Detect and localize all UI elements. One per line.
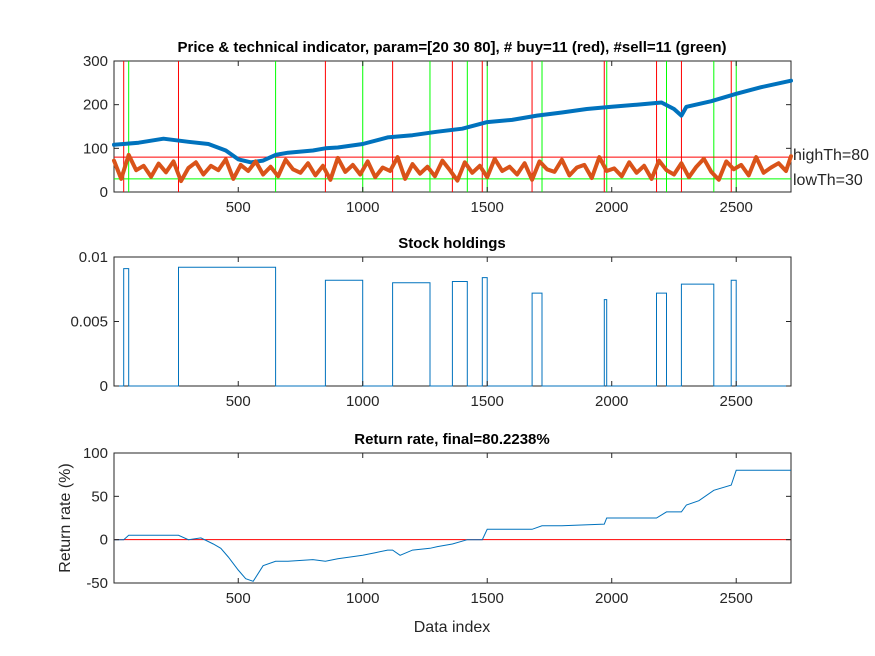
return-rate-ticks: 500 1000 1500 2000 2500 -50 0 50 100	[83, 445, 791, 607]
y-tick-label: 0	[100, 378, 108, 395]
stock-holdings-series	[114, 266, 791, 387]
price-indicator-title: Price & technical indicator, param=[20 3…	[177, 39, 726, 56]
x-tick-label: 1000	[346, 393, 379, 410]
x-tick-label: 2500	[720, 393, 753, 410]
y-tick-label: 50	[91, 488, 108, 505]
high-threshold-label: highTh=80	[793, 147, 869, 164]
return-rate-title: Return rate, final=80.2238%	[354, 431, 550, 448]
return-rate-plot-area	[113, 452, 792, 584]
y-tick-label: 200	[83, 97, 108, 114]
y-tick-label: 0.005	[70, 314, 108, 331]
stock-holdings-axes: 500 1000 1500 2000 2500 0 0.005 0.01 Stock hold…	[70, 235, 792, 410]
x-tick-label: 2000	[595, 590, 628, 607]
price-series-line	[112, 78, 793, 165]
price-indicator-axes: 500 1000 1500 2000 2500 0 100 200 300 Price & te…	[83, 39, 869, 216]
x-tick-label: 1500	[471, 590, 504, 607]
y-tick-label: 0	[100, 184, 108, 201]
price-indicator-series	[112, 78, 793, 184]
x-tick-label: 2000	[595, 199, 628, 216]
low-threshold-label: lowTh=30	[793, 172, 863, 189]
stock-holdings-title: Stock holdings	[398, 235, 506, 252]
y-axis-label: Return rate (%)	[57, 463, 74, 572]
y-tick-label: -50	[86, 575, 108, 592]
x-tick-label: 500	[226, 393, 251, 410]
return-series-line	[114, 469, 791, 582]
indicator-series-line	[112, 152, 793, 184]
y-tick-label: 0	[100, 532, 108, 549]
y-tick-label: 100	[83, 140, 108, 157]
stock-holdings-ticks: 500 1000 1500 2000 2500 0 0.005 0.01	[70, 249, 791, 410]
threshold-lines	[114, 156, 791, 180]
y-tick-label: 0.01	[79, 249, 108, 266]
x-tick-label: 1500	[471, 393, 504, 410]
y-tick-label: 100	[83, 445, 108, 462]
return-rate-series	[114, 469, 791, 582]
x-tick-label: 1000	[346, 590, 379, 607]
x-tick-label: 500	[226, 590, 251, 607]
x-tick-label: 1000	[346, 199, 379, 216]
return-rate-axes: 500 1000 1500 2000 2500 -50 0 50 100 Return rate…	[57, 431, 792, 636]
x-tick-label: 2000	[595, 393, 628, 410]
holdings-series-line	[114, 266, 791, 387]
x-tick-label: 2500	[720, 199, 753, 216]
x-tick-label: 1500	[471, 199, 504, 216]
price-indicator-ticks: 500 1000 1500 2000 2500 0 100 200 300	[83, 53, 791, 216]
x-tick-label: 2500	[720, 590, 753, 607]
y-tick-label: 300	[83, 53, 108, 70]
x-tick-label: 500	[226, 199, 251, 216]
x-axis-label: Data index	[414, 619, 491, 636]
